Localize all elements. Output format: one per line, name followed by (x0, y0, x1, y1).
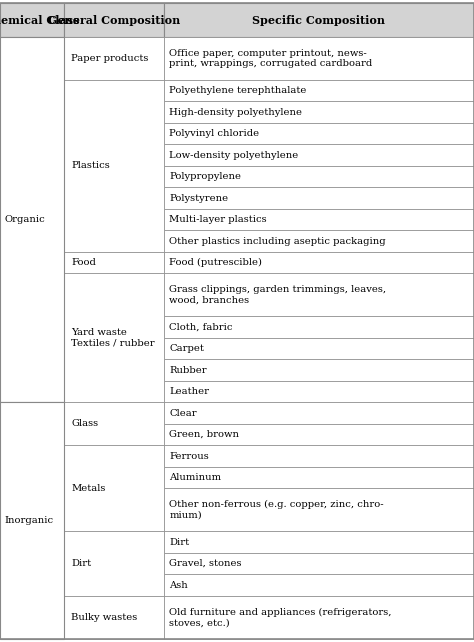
Bar (0, 37, 64, 403)
Text: Polyethylene terephthalate: Polyethylene terephthalate (169, 86, 307, 95)
Bar (164, 166, 474, 187)
Bar (164, 80, 474, 101)
Text: Other non-ferrous (e.g. copper, zinc, chro-
mium): Other non-ferrous (e.g. copper, zinc, ch… (169, 500, 384, 519)
Bar (64, 446, 164, 532)
Bar (64, 403, 164, 446)
Bar (164, 123, 474, 144)
Text: Polyvinyl chloride: Polyvinyl chloride (169, 129, 259, 138)
Bar (164, 381, 474, 403)
Bar (164, 252, 474, 273)
Text: Food (putrescible): Food (putrescible) (169, 258, 262, 267)
Bar (164, 467, 474, 489)
Text: Leather: Leather (169, 387, 209, 396)
Bar (164, 3, 474, 37)
Bar (0, 403, 64, 639)
Bar (164, 532, 474, 553)
Text: Old furniture and appliances (refrigerators,
stoves, etc.): Old furniture and appliances (refrigerat… (169, 607, 392, 627)
Text: Ash: Ash (169, 580, 188, 589)
Text: General Composition: General Composition (47, 15, 180, 26)
Bar (164, 317, 474, 338)
Text: Office paper, computer printout, news-
print, wrappings, corrugated cardboard: Office paper, computer printout, news- p… (169, 49, 373, 68)
Bar (164, 446, 474, 467)
Text: Yard waste
Textiles / rubber: Yard waste Textiles / rubber (71, 328, 155, 347)
Text: Grass clippings, garden trimmings, leaves,
wood, branches: Grass clippings, garden trimmings, leave… (169, 285, 386, 304)
Bar (164, 37, 474, 80)
Text: Green, brown: Green, brown (169, 430, 239, 439)
Bar (164, 230, 474, 252)
Bar (164, 424, 474, 446)
Bar (64, 252, 164, 273)
Bar (164, 209, 474, 230)
Text: Specific Composition: Specific Composition (252, 15, 385, 26)
Text: Bulky wastes: Bulky wastes (71, 613, 137, 622)
Bar (64, 596, 164, 639)
Text: Dirt: Dirt (169, 537, 189, 546)
Text: Carpet: Carpet (169, 344, 204, 353)
Text: Paper products: Paper products (71, 54, 148, 63)
Text: Polypropylene: Polypropylene (169, 172, 241, 181)
Bar (164, 144, 474, 166)
Bar (64, 273, 164, 403)
Bar (164, 338, 474, 360)
Text: Aluminum: Aluminum (169, 473, 221, 482)
Bar (64, 80, 164, 252)
Bar (64, 3, 164, 37)
Bar (164, 101, 474, 123)
Text: Plastics: Plastics (71, 161, 110, 170)
Bar (64, 532, 164, 596)
Bar (164, 596, 474, 639)
Bar (164, 553, 474, 575)
Bar (164, 403, 474, 424)
Text: Clear: Clear (169, 408, 197, 417)
Text: Inorganic: Inorganic (5, 516, 54, 525)
Text: Organic: Organic (5, 215, 46, 224)
Bar (164, 489, 474, 532)
Text: Glass: Glass (71, 419, 98, 428)
Text: Other plastics including aseptic packaging: Other plastics including aseptic packagi… (169, 237, 386, 246)
Bar (164, 360, 474, 381)
Text: Chemical Class: Chemical Class (0, 15, 80, 26)
Bar (0, 3, 64, 37)
Text: Food: Food (71, 258, 96, 267)
Text: Multi-layer plastics: Multi-layer plastics (169, 215, 267, 224)
Bar (164, 273, 474, 317)
Text: High-density polyethylene: High-density polyethylene (169, 108, 302, 117)
Text: Polystyrene: Polystyrene (169, 194, 228, 203)
Text: Ferrous: Ferrous (169, 451, 209, 460)
Text: Metals: Metals (71, 484, 106, 493)
Bar (164, 187, 474, 209)
Text: Low-density polyethylene: Low-density polyethylene (169, 151, 299, 160)
Text: Rubber: Rubber (169, 365, 207, 374)
Bar (64, 37, 164, 80)
Bar (164, 575, 474, 596)
Text: Dirt: Dirt (71, 559, 91, 568)
Text: Gravel, stones: Gravel, stones (169, 559, 242, 568)
Text: Cloth, fabric: Cloth, fabric (169, 322, 233, 332)
